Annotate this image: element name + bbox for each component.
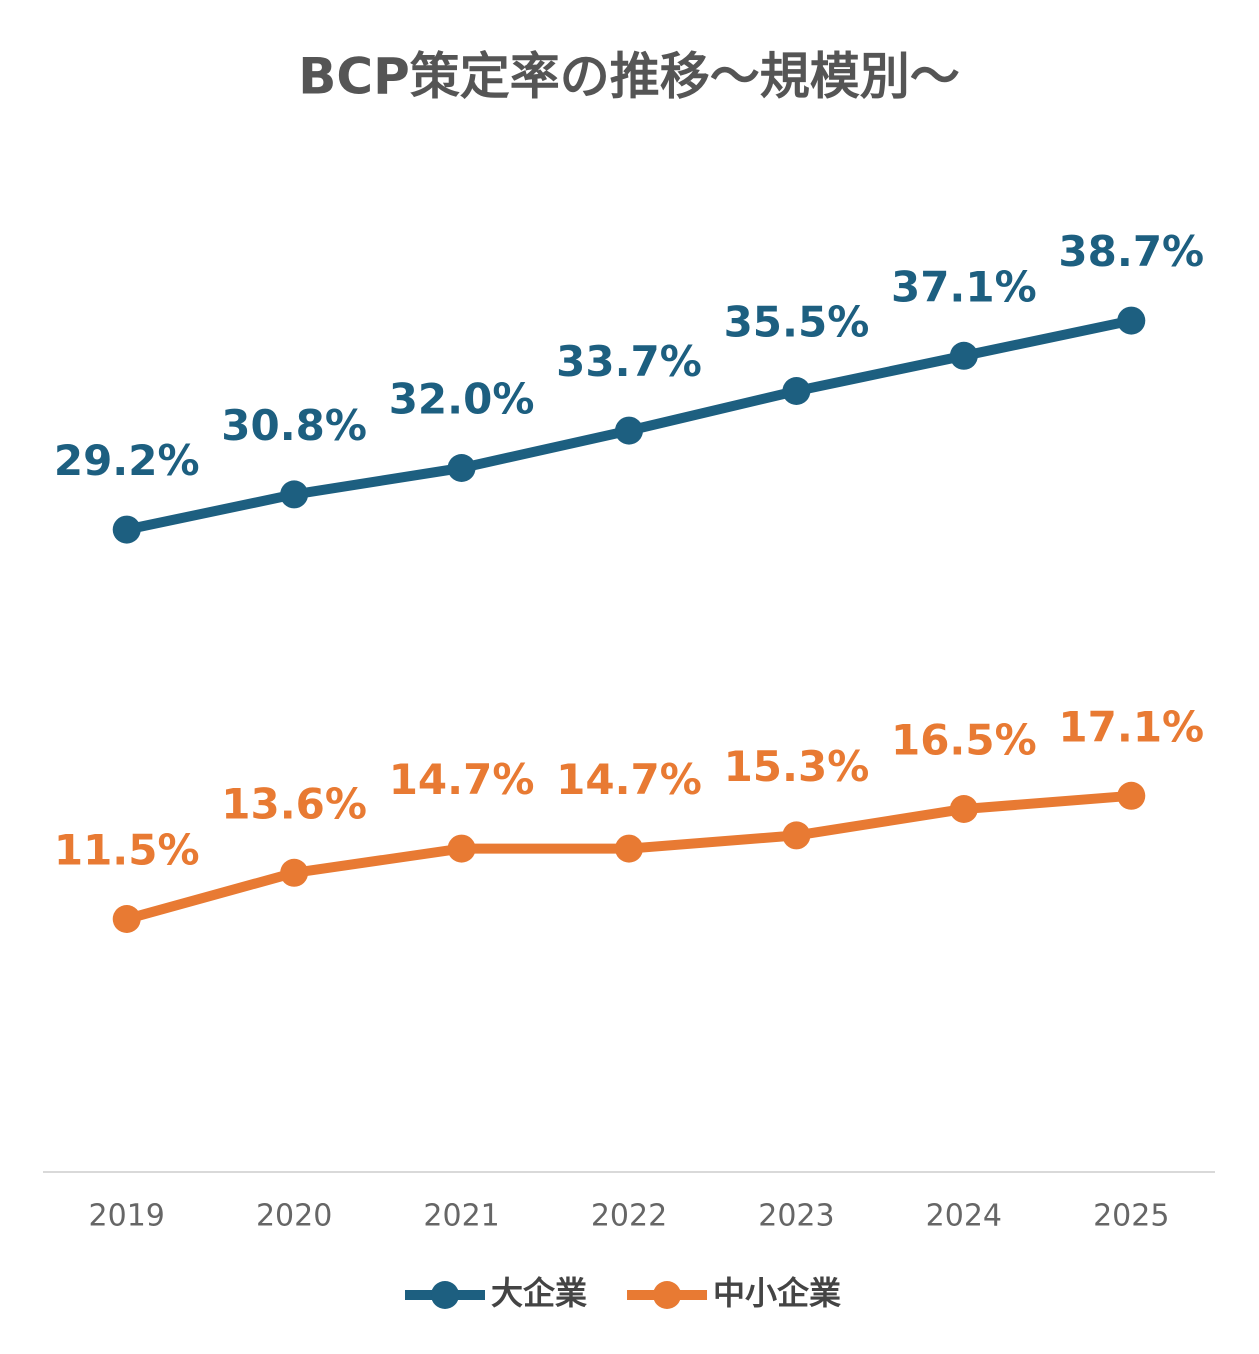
data-point	[782, 377, 811, 405]
x-tick-label: 2021	[423, 1199, 499, 1234]
x-tick-label: 2020	[256, 1199, 332, 1234]
data-label: 14.7%	[556, 755, 702, 804]
data-label: 17.1%	[1058, 702, 1204, 751]
legend-marker	[653, 1281, 682, 1309]
data-label: 29.2%	[54, 436, 200, 485]
legend-marker	[431, 1281, 459, 1309]
chart-title: BCP策定率の推移～規模別～	[298, 48, 959, 106]
x-tick-label: 2025	[1093, 1199, 1169, 1234]
data-point	[782, 821, 811, 850]
x-tick-label: 2023	[758, 1199, 834, 1234]
data-point	[615, 416, 643, 445]
data-label: 38.7%	[1058, 227, 1204, 276]
data-point	[280, 480, 309, 509]
data-point	[615, 834, 643, 863]
legend-label: 中小企業	[713, 1274, 841, 1312]
x-tick-label: 2019	[89, 1199, 165, 1234]
data-point	[447, 834, 476, 863]
data-point	[112, 515, 141, 544]
data-label: 11.5%	[54, 826, 200, 875]
x-tick-label: 2024	[926, 1199, 1002, 1234]
data-label: 32.0%	[389, 375, 535, 424]
data-label: 37.1%	[891, 262, 1037, 311]
data-label: 13.6%	[221, 779, 367, 828]
data-point	[447, 454, 476, 482]
data-label: 14.7%	[389, 755, 535, 804]
data-point	[949, 341, 978, 370]
data-label: 33.7%	[556, 337, 702, 386]
data-point	[1117, 781, 1146, 810]
data-point	[280, 858, 309, 887]
data-point	[112, 905, 141, 933]
data-point	[1117, 306, 1146, 335]
data-label: 30.8%	[221, 401, 367, 450]
data-label: 35.5%	[724, 298, 870, 347]
data-label: 16.5%	[891, 716, 1037, 765]
data-label: 15.3%	[724, 742, 870, 791]
legend-label: 大企業	[491, 1274, 587, 1312]
x-tick-label: 2022	[591, 1199, 667, 1234]
data-point	[949, 795, 978, 823]
